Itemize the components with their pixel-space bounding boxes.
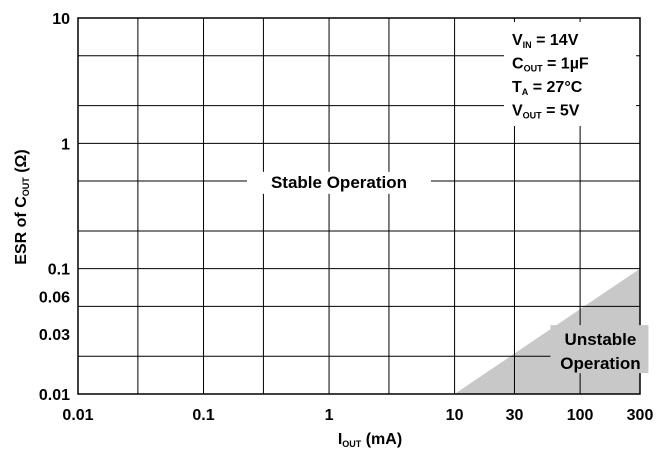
x-tick-label: 0.1 <box>192 407 214 424</box>
condition-subscript: OUT <box>523 111 543 121</box>
y-axis-label-main: ESR of C <box>13 196 30 265</box>
y-axis-label: ESR of COUT (Ω) <box>13 149 31 264</box>
y-axis-label-suffix: (Ω) <box>13 149 30 177</box>
x-tick-label: 100 <box>567 407 594 424</box>
condition-value: = 27°C <box>528 79 582 96</box>
y-tick-label: 0.1 <box>48 262 70 279</box>
x-tick-label: 300 <box>627 407 654 424</box>
condition-subscript: A <box>522 87 529 97</box>
condition-value: = 1µF <box>543 56 589 73</box>
y-tick-label: 0.01 <box>39 387 70 404</box>
condition-value: = 14V <box>532 32 579 49</box>
conditions-box-bg <box>504 22 636 126</box>
stable-region-label: Stable Operation <box>271 173 407 192</box>
x-axis-label-main: I <box>338 431 342 448</box>
x-axis-label-sub: OUT <box>342 439 362 449</box>
x-tick-label: 0.01 <box>62 407 93 424</box>
x-axis-label: IOUT (mA) <box>338 431 402 449</box>
y-tick-label: 1 <box>61 136 70 153</box>
unstable-region-label-line: Unstable <box>565 330 637 349</box>
condition-symbol: V <box>512 103 523 120</box>
condition-value: = 5V <box>542 103 580 120</box>
region-labels-layer: Stable Operation Unstable Operation <box>246 171 649 374</box>
condition-symbol: V <box>512 32 523 49</box>
y-tick-label: 0.06 <box>39 289 70 306</box>
y-tick-label: 10 <box>52 11 70 28</box>
x-axis-label-suffix: (mA) <box>361 431 402 448</box>
y-axis-label-sub: OUT <box>21 177 31 197</box>
condition-symbol: T <box>512 79 522 96</box>
condition-subscript: IN <box>523 40 532 50</box>
grid-layer <box>77 17 641 395</box>
unstable-region-label-line: Operation <box>560 354 640 373</box>
y-tick-labels: 0.01 0.03 0.06 0.1 1 10 <box>39 11 70 404</box>
plot-frame <box>77 17 641 395</box>
x-tick-label: 1 <box>325 407 334 424</box>
x-tick-labels: 0.01 0.1 1 10 30 100 300 <box>62 407 653 424</box>
condition-line: VOUT = 5V <box>512 103 580 121</box>
x-tick-label: 10 <box>446 407 464 424</box>
unstable-region-label-bg <box>550 325 649 374</box>
condition-line: TA = 27°C <box>512 79 583 97</box>
x-tick-label: 30 <box>506 407 524 424</box>
stable-region-label-bg <box>246 171 431 194</box>
y-tick-label: 0.03 <box>39 327 70 344</box>
condition-line: VIN = 14V <box>512 32 579 50</box>
condition-symbol: C <box>512 56 524 73</box>
condition-line: COUT = 1µF <box>512 56 589 74</box>
condition-subscript: OUT <box>524 64 544 74</box>
